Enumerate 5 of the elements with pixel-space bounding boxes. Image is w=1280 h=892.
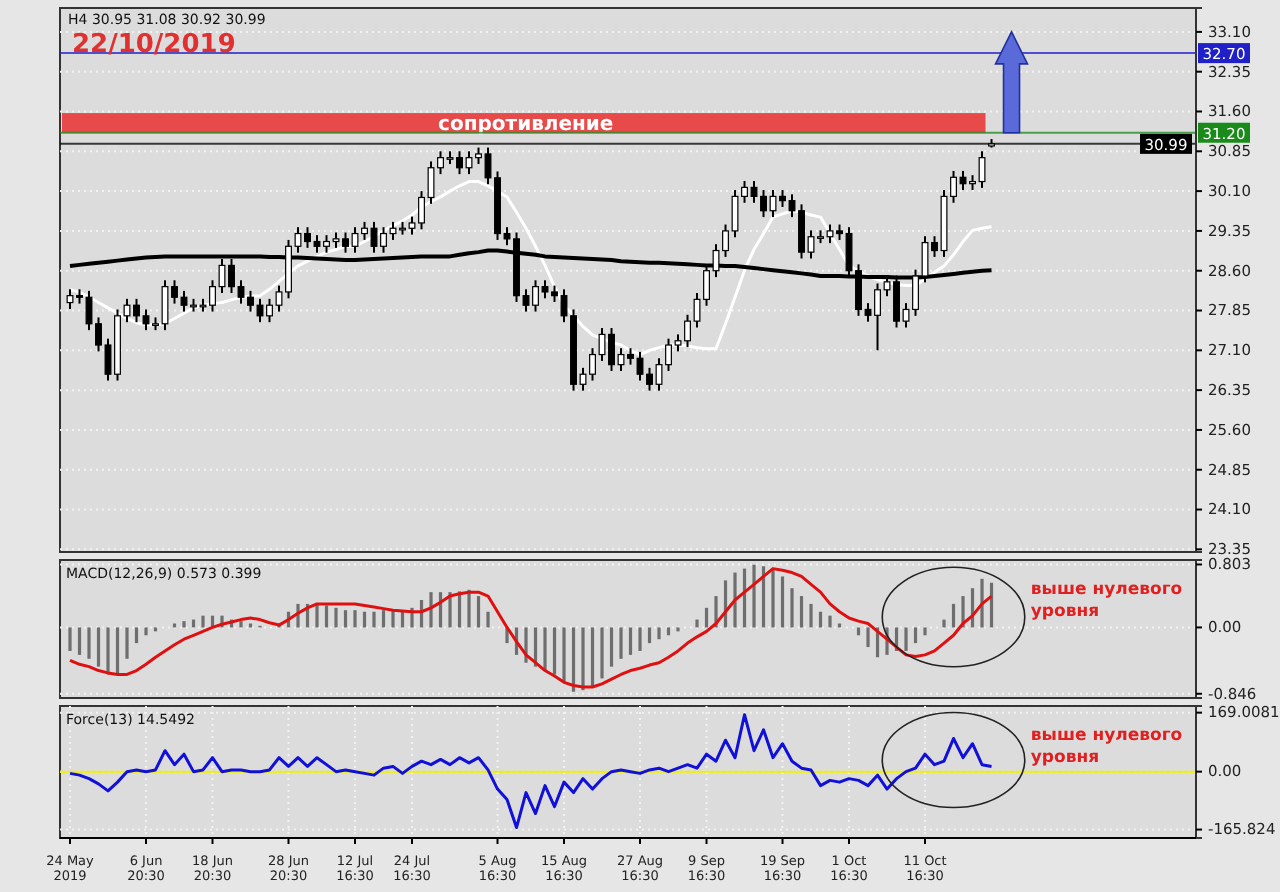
- text: выше нулевого уровня: [1030, 726, 1183, 768]
- text: выше нулевого уровня: [1030, 580, 1183, 622]
- line-series: [68, 567, 994, 689]
- line-series: [68, 713, 994, 830]
- band-label: сопротивление: [438, 113, 614, 136]
